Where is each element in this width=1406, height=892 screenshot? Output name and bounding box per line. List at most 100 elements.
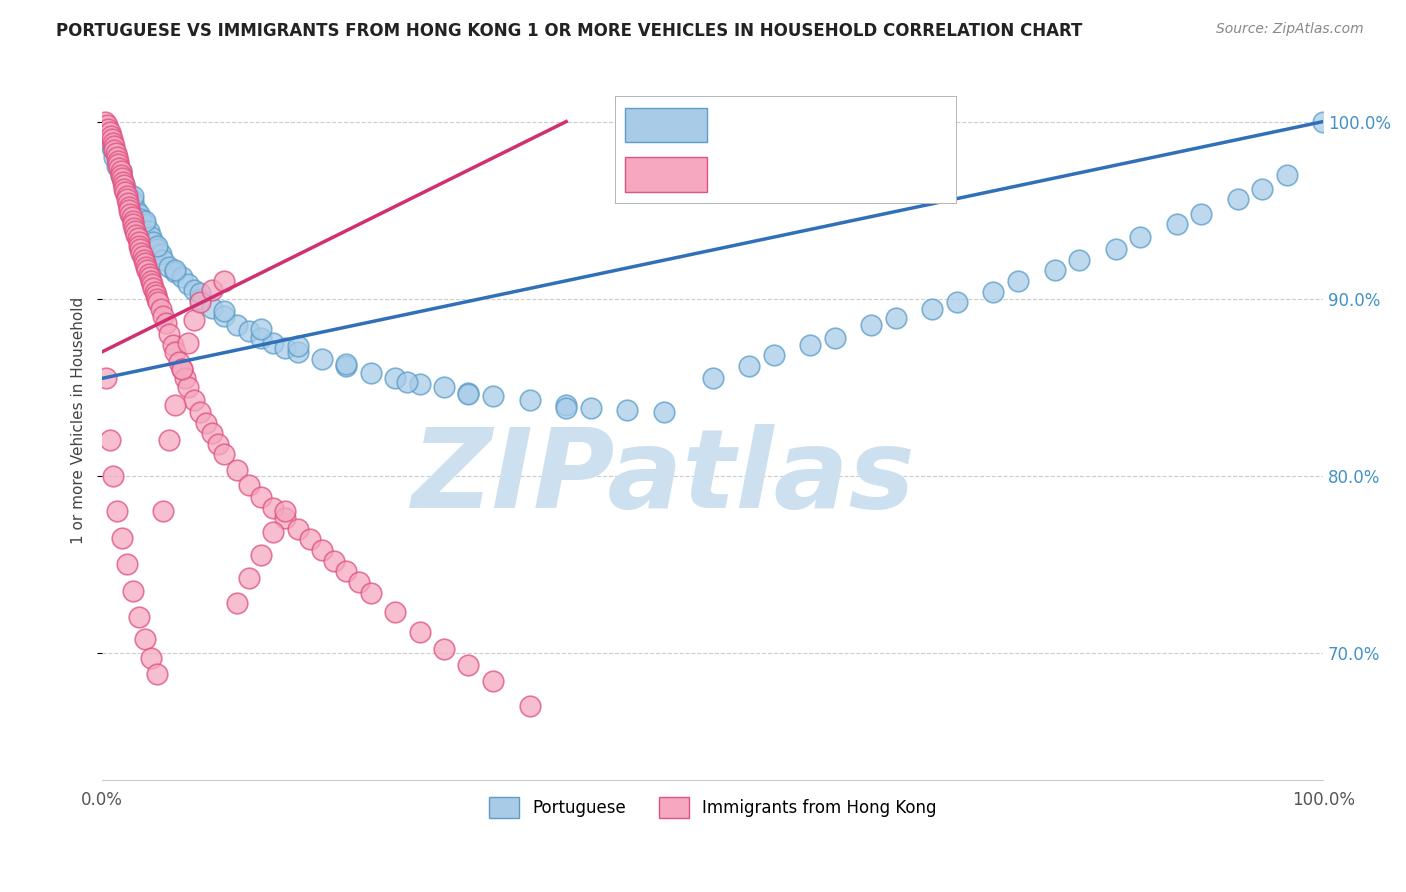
Point xyxy=(702,371,724,385)
Point xyxy=(132,252,155,267)
Point xyxy=(347,574,370,589)
Point xyxy=(105,150,128,164)
Point xyxy=(201,301,224,315)
Point xyxy=(134,632,156,646)
Point xyxy=(96,118,118,132)
Point xyxy=(433,642,456,657)
Point xyxy=(616,403,638,417)
Point xyxy=(250,322,273,336)
Point xyxy=(214,310,236,324)
Point xyxy=(111,531,134,545)
Point xyxy=(579,401,602,416)
Text: PORTUGUESE VS IMMIGRANTS FROM HONG KONG 1 OR MORE VEHICLES IN HOUSEHOLD CORRELAT: PORTUGUESE VS IMMIGRANTS FROM HONG KONG … xyxy=(56,22,1083,40)
Point xyxy=(110,168,132,182)
Point xyxy=(152,310,174,324)
Point xyxy=(165,263,187,277)
Point xyxy=(274,511,297,525)
Point xyxy=(152,252,174,267)
Point xyxy=(170,362,193,376)
Point xyxy=(250,549,273,563)
Point xyxy=(93,114,115,128)
Point xyxy=(274,341,297,355)
Point xyxy=(131,249,153,263)
Point xyxy=(139,229,162,244)
Point xyxy=(146,292,169,306)
Point xyxy=(1312,114,1334,128)
Point xyxy=(287,339,309,353)
Text: ZIPatlas: ZIPatlas xyxy=(412,424,915,531)
Point xyxy=(143,285,166,299)
Point xyxy=(165,265,187,279)
Point xyxy=(110,164,132,178)
Point xyxy=(94,371,117,385)
Point xyxy=(100,128,122,143)
Point xyxy=(128,610,150,624)
Point xyxy=(128,238,150,252)
Point xyxy=(335,357,357,371)
Point xyxy=(107,157,129,171)
Point xyxy=(134,256,156,270)
Point xyxy=(104,146,127,161)
Point xyxy=(1189,207,1212,221)
Point xyxy=(983,285,1005,299)
Point xyxy=(162,337,184,351)
Point xyxy=(129,242,152,256)
Point xyxy=(519,392,541,407)
Point xyxy=(135,260,157,274)
Point xyxy=(121,217,143,231)
Point xyxy=(146,238,169,252)
Point xyxy=(111,175,134,189)
Point xyxy=(482,674,505,689)
Point xyxy=(250,490,273,504)
Point xyxy=(884,311,907,326)
Point xyxy=(118,189,141,203)
Point xyxy=(238,324,260,338)
Point xyxy=(396,375,419,389)
Point xyxy=(274,504,297,518)
Point xyxy=(146,242,169,256)
Point xyxy=(214,274,236,288)
Point xyxy=(225,463,247,477)
Point xyxy=(121,194,143,209)
Point xyxy=(101,132,124,146)
Point xyxy=(103,150,125,164)
Point xyxy=(110,168,132,182)
Point xyxy=(108,161,131,175)
Point xyxy=(111,171,134,186)
Point xyxy=(142,235,165,249)
Point xyxy=(142,281,165,295)
Legend: Portuguese, Immigrants from Hong Kong: Portuguese, Immigrants from Hong Kong xyxy=(481,789,945,826)
Point xyxy=(165,344,187,359)
Point xyxy=(129,211,152,226)
Point xyxy=(136,263,159,277)
Point xyxy=(188,405,211,419)
Point xyxy=(97,121,120,136)
Point xyxy=(121,213,143,227)
Point xyxy=(238,477,260,491)
Point xyxy=(121,210,143,224)
Point xyxy=(127,231,149,245)
Point xyxy=(183,313,205,327)
Point xyxy=(1007,274,1029,288)
Point xyxy=(138,267,160,281)
Text: Source: ZipAtlas.com: Source: ZipAtlas.com xyxy=(1216,22,1364,37)
Point xyxy=(97,132,120,146)
Point xyxy=(262,500,284,515)
Point xyxy=(146,667,169,681)
Point xyxy=(1043,263,1066,277)
Point xyxy=(112,177,135,191)
Point xyxy=(128,207,150,221)
Point xyxy=(115,193,138,207)
Point xyxy=(860,318,883,333)
Point xyxy=(170,270,193,285)
Point xyxy=(110,164,132,178)
Point xyxy=(457,385,479,400)
Point xyxy=(201,426,224,441)
Point xyxy=(134,213,156,227)
Point xyxy=(555,398,578,412)
Point xyxy=(105,504,128,518)
Point xyxy=(115,558,138,572)
Point xyxy=(165,398,187,412)
Point xyxy=(762,348,785,362)
Point xyxy=(335,359,357,373)
